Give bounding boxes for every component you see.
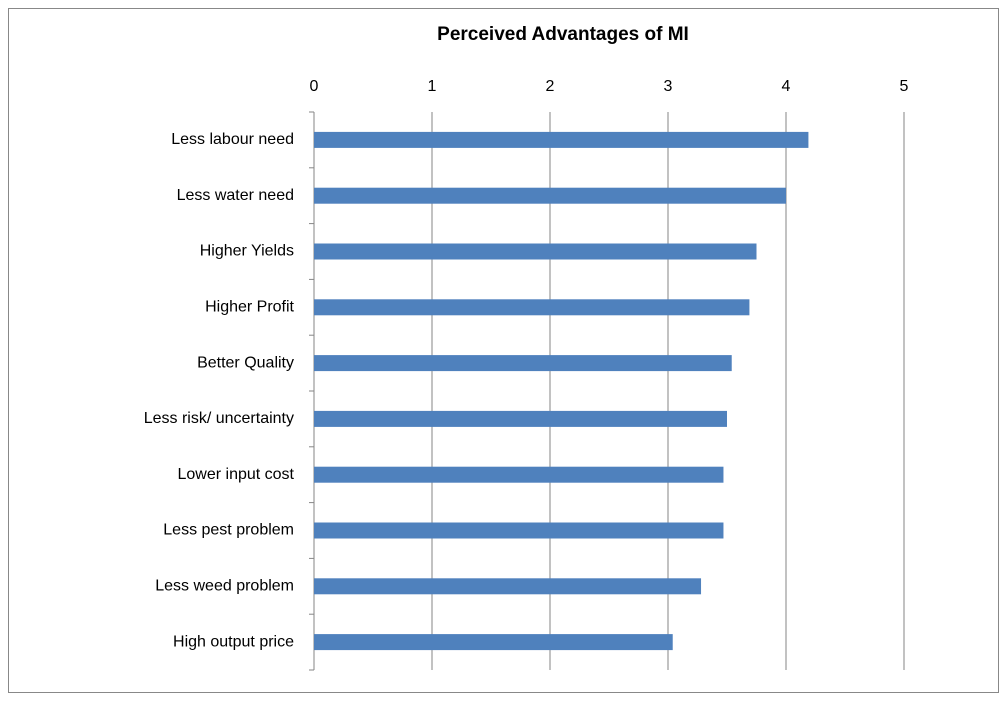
bar <box>314 466 724 483</box>
bar <box>314 243 757 260</box>
bar <box>314 299 750 316</box>
x-tick-label: 0 <box>310 78 319 95</box>
bar <box>314 634 673 651</box>
bar <box>314 355 732 372</box>
y-tick-label: Higher Yields <box>200 243 294 260</box>
y-tick-label: Less water need <box>177 187 294 204</box>
y-tick-label: Higher Profit <box>205 299 294 316</box>
y-tick-label: Better Quality <box>197 354 294 371</box>
bar <box>314 131 809 148</box>
bar <box>314 522 724 539</box>
chart-title: Perceived Advantages of MI <box>437 24 689 45</box>
x-tick-label: 1 <box>428 78 437 95</box>
bar <box>314 578 702 595</box>
bar <box>314 187 786 204</box>
y-tick-label: Less weed problem <box>155 578 294 595</box>
x-tick-label: 3 <box>664 78 673 95</box>
y-tick-label: High output price <box>173 633 294 650</box>
y-tick-label: Lower input cost <box>177 466 294 483</box>
x-tick-label: 5 <box>900 78 909 95</box>
x-tick-label: 4 <box>782 78 791 95</box>
y-tick-label: Less risk/ uncertainty <box>144 410 294 427</box>
y-tick-label: Less labour need <box>171 131 294 148</box>
y-tick-label: Less pest problem <box>163 522 294 539</box>
x-tick-label: 2 <box>546 78 555 95</box>
bar <box>314 410 727 427</box>
